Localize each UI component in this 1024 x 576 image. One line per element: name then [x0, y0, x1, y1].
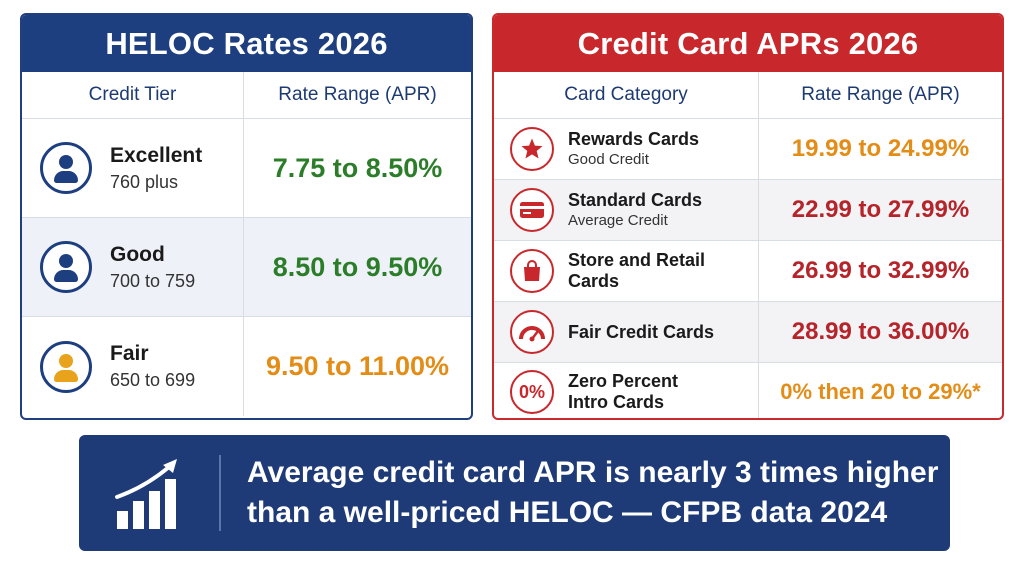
credit-card-title: Credit Card APRs 2026 — [494, 15, 1002, 72]
header-card-category: Card Category — [494, 72, 759, 118]
card-rate: 28.99 to 36.00% — [791, 318, 970, 345]
banner-divider — [219, 455, 221, 531]
table-row: Store and Retail Cards 26.99 to 32.99% — [494, 241, 1002, 302]
shopping-bag-icon — [510, 249, 554, 293]
person-icon — [40, 340, 92, 393]
tier-name: Excellent — [110, 143, 203, 167]
tier-rate: 8.50 to 9.50% — [272, 251, 443, 282]
table-row: Good 700 to 759 8.50 to 9.50% — [22, 218, 471, 317]
tier-name: Fair — [110, 342, 149, 365]
table-row: Fair 650 to 699 9.50 to 11.00% — [22, 317, 471, 416]
table-row: Fair Credit Cards 28.99 to 36.00% — [494, 302, 1002, 363]
table-row: 0% Zero Percent Intro Cards 0% then 20 t… — [494, 363, 1002, 418]
card-table-header: Card Category Rate Range (APR) — [494, 72, 1002, 119]
banner-line-1: Average credit card APR is nearly 3 time… — [247, 456, 939, 489]
table-row: Rewards Cards Good Credit 19.99 to 24.99… — [494, 119, 1002, 180]
gauge-icon — [510, 310, 554, 354]
table-row: Standard Cards Average Credit 22.99 to 2… — [494, 180, 1002, 241]
heloc-table-header: Credit Tier Rate Range (APR) — [22, 72, 471, 119]
card-category-sub: Average Credit — [568, 211, 668, 229]
star-icon — [510, 127, 554, 171]
credit-card-panel: Credit Card APRs 2026 Card Category Rate… — [492, 13, 1004, 420]
tier-score: 650 to 699 — [110, 370, 196, 390]
table-row: Excellent 760 plus 7.75 to 8.50% — [22, 119, 471, 218]
header-rate-range: Rate Range (APR) — [278, 84, 437, 105]
card-rate: 26.99 to 32.99% — [791, 257, 970, 284]
zero-percent-icon: 0% — [510, 370, 554, 414]
card-category-name: Rewards Cards — [568, 128, 700, 149]
card-category-name: Store and Retail Cards — [568, 250, 706, 291]
card-rate: 0% then 20 to 29%* — [780, 379, 981, 404]
heloc-title: HELOC Rates 2026 — [22, 15, 471, 72]
credit-card-icon — [510, 188, 554, 232]
header-rate-range: Rate Range (APR) — [801, 84, 960, 105]
tier-score: 700 to 759 — [110, 270, 196, 291]
header-credit-tier: Credit Tier — [22, 72, 244, 118]
heloc-panel: HELOC Rates 2026 Credit Tier Rate Range … — [20, 13, 473, 420]
card-category-name: Standard Cards — [568, 189, 703, 210]
card-category-sub: Intro Cards — [568, 392, 665, 412]
banner-line-2: than a well-priced HELOC — CFPB data 202… — [247, 496, 888, 529]
card-category-name: Zero Percent — [568, 371, 679, 391]
summary-banner: Average credit card APR is nearly 3 time… — [79, 435, 950, 551]
tier-rate: 7.75 to 8.50% — [272, 152, 443, 183]
card-rate: 22.99 to 27.99% — [791, 196, 970, 223]
person-icon — [40, 241, 92, 293]
card-category-name: Fair Credit Cards — [568, 321, 715, 342]
tier-rate: 9.50 to 11.00% — [265, 351, 450, 381]
growth-chart-icon — [79, 435, 219, 551]
person-icon — [40, 142, 92, 194]
banner-text: Average credit card APR is nearly 3 time… — [221, 453, 950, 533]
tier-name: Good — [110, 242, 165, 266]
card-category-sub: Good Credit — [568, 150, 649, 168]
tier-score: 760 plus — [110, 171, 179, 192]
card-rate: 19.99 to 24.99% — [791, 135, 970, 162]
